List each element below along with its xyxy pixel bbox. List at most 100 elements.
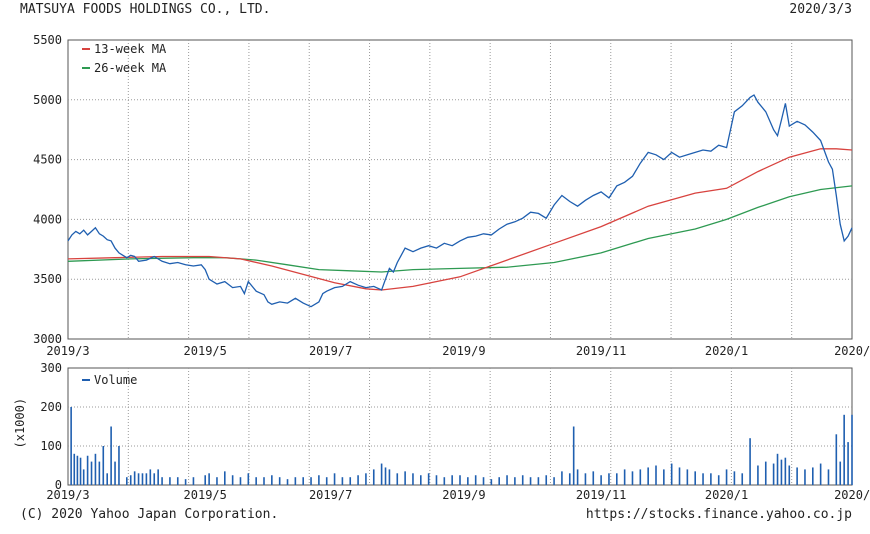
volume-bar	[784, 457, 787, 485]
volume-bar	[176, 477, 179, 485]
volume-bar	[490, 479, 493, 485]
volume-bar	[388, 469, 391, 485]
volume-bar	[271, 475, 273, 485]
volume-xtick-label: 2019/3	[46, 488, 89, 502]
price-xtick-label: 2019/11	[576, 344, 627, 358]
company-title: MATSUYA FOODS HOLDINGS CO., LTD.	[20, 2, 271, 17]
volume-bar	[141, 473, 144, 485]
volume-bar	[839, 461, 842, 485]
volume-bar	[819, 463, 822, 485]
volume-bar	[561, 471, 563, 485]
volume-bar	[412, 473, 414, 485]
volume-bar	[592, 471, 595, 485]
volume-bar	[702, 473, 704, 485]
volume-xtick-label: 2020/	[834, 488, 870, 502]
price-ytick-label: 5500	[33, 33, 62, 47]
volume-bar	[772, 463, 775, 485]
volume-bar	[694, 471, 696, 485]
price-xtick-label: 2019/9	[442, 344, 485, 358]
volume-bar	[733, 471, 736, 485]
volume-unit-label: (x1000)	[13, 398, 27, 449]
volume-bar	[474, 475, 477, 485]
volume-bar	[94, 453, 97, 485]
volume-bar	[333, 473, 336, 485]
price-ytick-label: 4500	[33, 153, 62, 167]
legend-volume-label: Volume	[94, 373, 137, 387]
volume-ytick-label: 0	[55, 478, 62, 492]
volume-bar	[231, 475, 234, 485]
price-xtick-label: 2019/7	[309, 344, 352, 358]
volume-bar	[294, 477, 297, 485]
volume-bar	[663, 469, 665, 485]
volume-bar	[710, 473, 712, 485]
volume-bar	[255, 477, 257, 485]
volume-bar	[757, 465, 759, 485]
volume-bar	[764, 461, 767, 485]
volume-xtick-label: 2019/9	[442, 488, 485, 502]
volume-bar	[553, 477, 555, 485]
volume-bar	[161, 477, 163, 485]
volume-bar	[678, 467, 681, 485]
volume-bar	[827, 469, 830, 485]
volume-bar	[847, 442, 849, 485]
volume-bar	[639, 469, 642, 485]
volume-bar	[655, 465, 657, 485]
volume-bar	[129, 475, 132, 485]
volume-bar	[725, 469, 728, 485]
volume-bar	[647, 467, 649, 485]
volume-bar	[788, 465, 791, 485]
volume-bar	[529, 477, 532, 485]
legend-ma26-label: 26-week MA	[94, 61, 167, 75]
volume-bar	[467, 477, 469, 485]
legend-ma13-label: 13-week MA	[94, 42, 167, 56]
volume-xtick-label: 2020/1	[705, 488, 748, 502]
volume-bar	[110, 426, 112, 485]
volume-bar	[435, 475, 438, 485]
volume-ytick-label: 200	[40, 400, 62, 414]
source-url[interactable]: https://stocks.finance.yahoo.co.jp	[585, 507, 852, 522]
volume-bar	[631, 471, 634, 485]
price-ytick-label: 5000	[33, 93, 62, 107]
volume-bar	[90, 461, 93, 485]
volume-bar	[102, 446, 105, 485]
volume-bar	[427, 473, 430, 485]
volume-bar	[73, 453, 76, 485]
volume-bar	[106, 473, 108, 485]
volume-bar	[145, 473, 148, 485]
volume-ytick-label: 300	[40, 361, 62, 375]
chart-date: 2020/3/3	[789, 2, 852, 17]
volume-ytick-label: 100	[40, 439, 62, 453]
volume-bar	[812, 467, 814, 485]
ma26-series-line	[67, 185, 853, 273]
price-ytick-label: 3500	[33, 272, 62, 286]
volume-bar	[572, 426, 575, 485]
ma13-series-line	[67, 148, 853, 291]
volume-bar	[420, 475, 422, 485]
volume-bar	[521, 475, 524, 485]
volume-bar	[349, 477, 352, 485]
volume-bar	[384, 467, 387, 485]
volume-bar	[506, 475, 508, 485]
volume-bar	[192, 477, 195, 485]
volume-bar	[498, 477, 500, 485]
volume-bar	[86, 455, 89, 485]
volume-bar	[302, 477, 304, 485]
volume-bar	[568, 473, 571, 485]
volume-bar	[443, 477, 446, 485]
volume-xtick-label: 2019/7	[309, 488, 352, 502]
volume-bar	[239, 477, 242, 485]
volume-bar	[623, 469, 626, 485]
volume-bar	[157, 469, 159, 485]
volume-bar	[686, 469, 689, 485]
volume-bar	[537, 477, 540, 485]
volume-bar	[804, 469, 806, 485]
volume-bar	[114, 461, 116, 485]
price-series-line	[67, 94, 853, 308]
volume-bar	[82, 469, 85, 485]
volume-bar	[184, 479, 187, 485]
volume-frame	[67, 367, 853, 486]
volume-bar	[780, 459, 783, 485]
volume-bar	[749, 438, 751, 485]
volume-bar	[286, 479, 289, 485]
